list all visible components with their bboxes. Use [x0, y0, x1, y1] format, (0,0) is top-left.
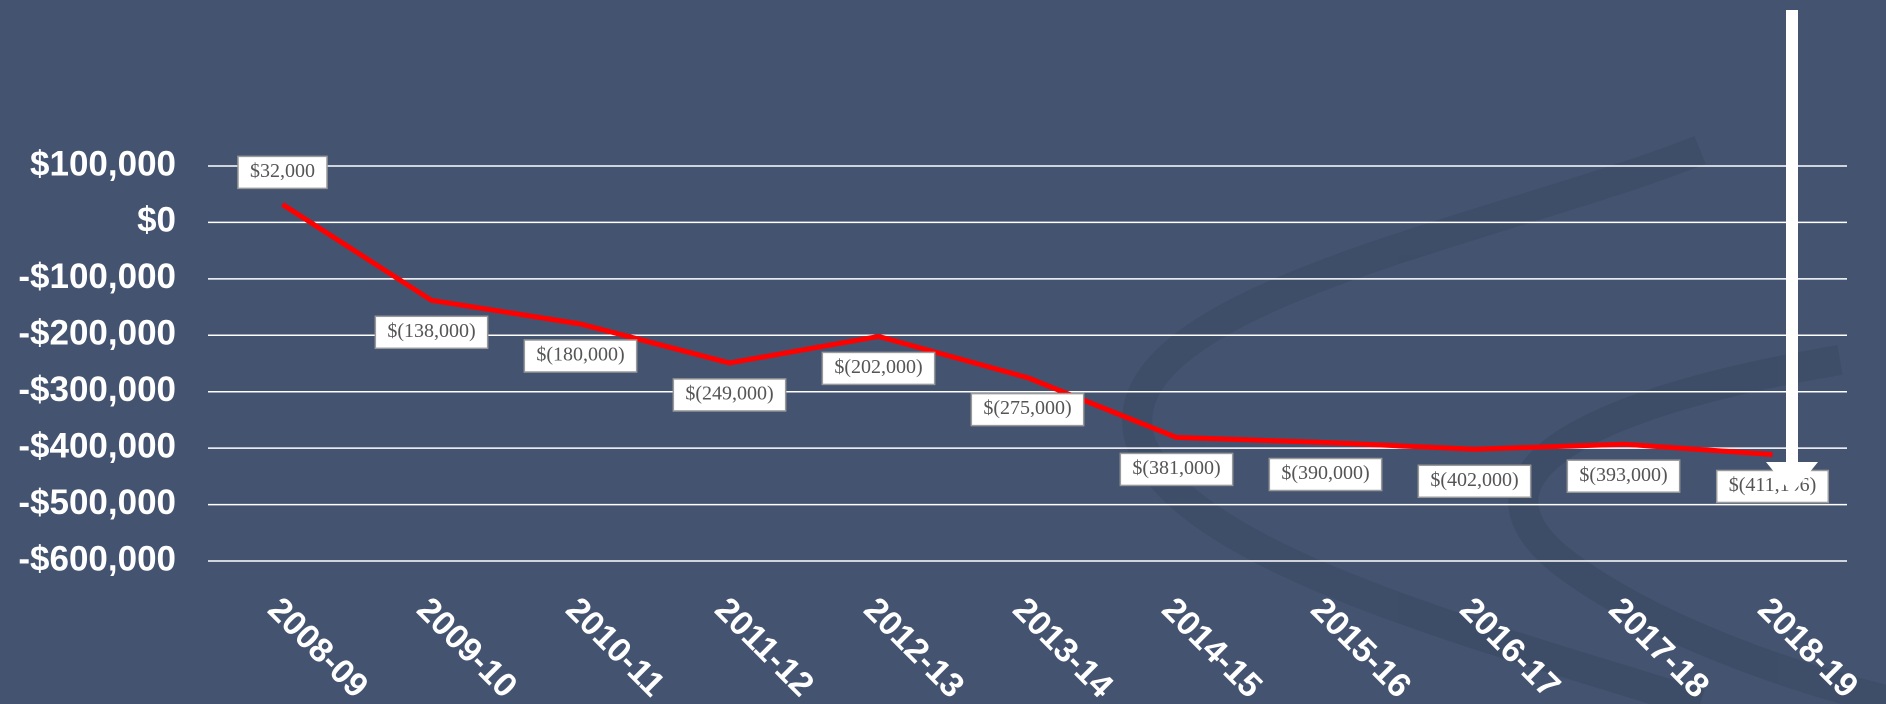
arrow — [1766, 10, 1818, 494]
data-label-text: $(390,000) — [1281, 462, 1369, 484]
y-tick-label: -$400,000 — [18, 426, 176, 465]
data-label: $(275,000) — [970, 392, 1085, 427]
decoration — [1122, 136, 1886, 704]
data-label-box — [237, 155, 328, 190]
data-label-box — [1715, 469, 1830, 504]
data-label-text: $(381,000) — [1132, 457, 1220, 479]
data-label-box — [374, 315, 489, 350]
data-label-box — [672, 378, 787, 412]
data-label-box — [1119, 452, 1234, 487]
data-label: $(402,000) — [1417, 464, 1532, 499]
data-label: $(202,000) — [821, 351, 936, 386]
data-label-text: $(249,000) — [685, 383, 773, 405]
data-label: $(381,000) — [1119, 452, 1234, 487]
y-tick-label: -$500,000 — [18, 483, 176, 522]
data-label: $(390,000) — [1268, 457, 1383, 492]
data-label: $(138,000) — [374, 315, 489, 350]
data-label-text: $(393,000) — [1579, 464, 1667, 486]
y-tick-label: -$300,000 — [18, 370, 176, 409]
arrow-shaft — [1786, 10, 1798, 465]
y-tick-label: -$600,000 — [18, 539, 176, 578]
data-label-box — [523, 339, 638, 373]
data-label-box — [821, 351, 936, 386]
data-label-text: $(138,000) — [387, 320, 475, 342]
data-label: $(249,000) — [672, 378, 787, 412]
data-label: $32,000 — [237, 155, 328, 190]
line — [281, 202, 1773, 457]
data-label-text: $(180,000) — [536, 344, 624, 366]
y-tick-label: -$100,000 — [18, 257, 176, 296]
data-label-text: $(402,000) — [1430, 469, 1518, 491]
data-label-box — [1268, 457, 1383, 492]
arrow-head — [1766, 462, 1818, 494]
data-label-text: $(202,000) — [834, 356, 922, 378]
y-tick-label: $0 — [137, 201, 176, 240]
y-tick-label: $100,000 — [30, 144, 176, 183]
data-label-text: $(275,000) — [983, 397, 1071, 419]
data-label: $(180,000) — [523, 339, 638, 373]
y-tick-label: -$200,000 — [18, 314, 176, 353]
data-label-box — [970, 392, 1085, 427]
data-label-box — [1417, 464, 1532, 499]
data-label-box — [1566, 459, 1681, 493]
data-label-text: $32,000 — [250, 160, 315, 182]
data-label: $(411,196) — [1715, 469, 1830, 504]
data-label: $(393,000) — [1566, 459, 1681, 493]
